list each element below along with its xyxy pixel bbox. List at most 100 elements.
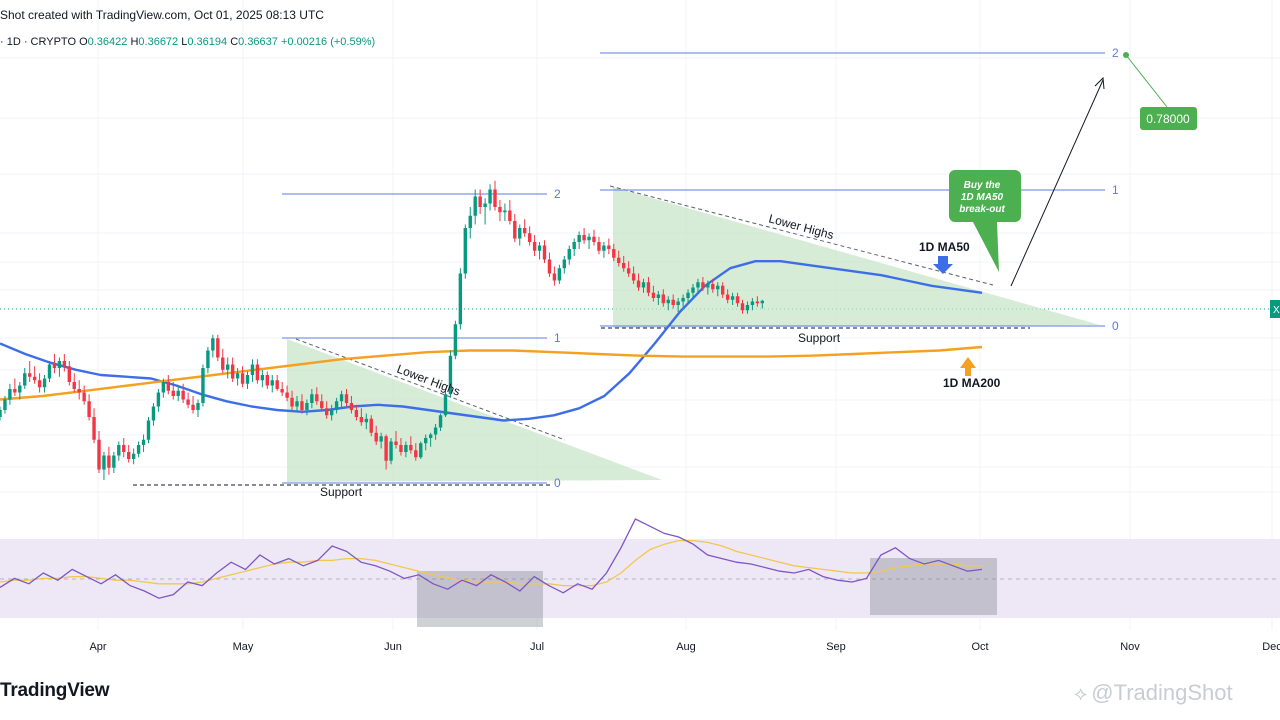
candle-99 bbox=[488, 184, 492, 211]
candle-38 bbox=[186, 392, 190, 409]
lower-highs-line-1 bbox=[295, 338, 566, 441]
candle-54 bbox=[265, 371, 269, 389]
x-axis-label-4: Aug bbox=[676, 641, 696, 653]
candle-body-83 bbox=[409, 445, 413, 451]
change-value: +0.00216 (+0.59%) bbox=[280, 36, 376, 48]
candle-12 bbox=[57, 357, 62, 377]
candle-145 bbox=[716, 282, 720, 297]
candle-46 bbox=[226, 357, 230, 379]
candle-105 bbox=[518, 224, 522, 246]
ma200-label: 1D MA200 bbox=[943, 376, 1001, 390]
candle-body-3 bbox=[13, 389, 17, 393]
candle-body-114 bbox=[562, 259, 566, 269]
candle-136 bbox=[671, 294, 675, 309]
candle-77 bbox=[379, 432, 383, 449]
candle-138 bbox=[681, 294, 685, 307]
candle-79 bbox=[389, 438, 393, 465]
candle-154 bbox=[760, 299, 764, 309]
candle-150 bbox=[740, 299, 745, 314]
candle-body-112 bbox=[552, 273, 557, 281]
candle-68 bbox=[334, 397, 339, 414]
candle-body-38 bbox=[186, 399, 190, 405]
candle-body-66 bbox=[325, 408, 329, 416]
candle-body-120 bbox=[592, 236, 596, 242]
candle-body-36 bbox=[176, 390, 180, 396]
candle-body-48 bbox=[235, 373, 240, 379]
candle-121 bbox=[597, 236, 601, 255]
candle-66 bbox=[325, 401, 329, 419]
x-axis-label-2: Jun bbox=[384, 641, 402, 653]
snapshot-header: Shot created with TradingView.com, Oct 0… bbox=[0, 8, 324, 22]
candle-26 bbox=[127, 445, 131, 463]
tradingview-logo[interactable]: TradingView bbox=[0, 680, 110, 701]
support-label-1: Support bbox=[320, 485, 363, 499]
candle-75 bbox=[369, 415, 373, 437]
candle-body-20 bbox=[97, 439, 101, 470]
candle-body-61 bbox=[300, 401, 304, 410]
candle-108 bbox=[532, 235, 537, 256]
candle-body-129 bbox=[636, 280, 641, 288]
candle-70 bbox=[344, 389, 349, 407]
candle-body-29 bbox=[141, 439, 146, 445]
candle-body-147 bbox=[725, 294, 730, 300]
candle-124 bbox=[612, 243, 616, 262]
candle-body-63 bbox=[310, 394, 314, 403]
candle-33 bbox=[161, 378, 166, 398]
candle-78 bbox=[384, 434, 388, 470]
candle-body-146 bbox=[721, 285, 725, 295]
candle-body-19 bbox=[92, 417, 96, 440]
price-marker-label: X bbox=[1273, 305, 1280, 316]
low-value: 0.36194 bbox=[187, 36, 228, 48]
candle-16 bbox=[77, 380, 81, 400]
candle-15 bbox=[72, 373, 76, 393]
candle-body-127 bbox=[626, 268, 631, 274]
candle-body-9 bbox=[42, 378, 47, 388]
candle-body-50 bbox=[245, 375, 250, 384]
candle-body-68 bbox=[334, 401, 339, 410]
candle-body-137 bbox=[676, 301, 680, 305]
candle-98 bbox=[483, 198, 487, 225]
candle-131 bbox=[646, 277, 651, 297]
candle-body-86 bbox=[424, 438, 428, 444]
candle-18 bbox=[87, 394, 91, 421]
candle-91 bbox=[448, 350, 453, 398]
candle-body-82 bbox=[404, 445, 408, 452]
candle-10 bbox=[47, 361, 52, 382]
x-axis-label-0: Apr bbox=[89, 641, 106, 653]
candle-122 bbox=[602, 242, 606, 258]
candle-34 bbox=[166, 375, 170, 395]
candle-144 bbox=[711, 278, 715, 293]
candle-135 bbox=[666, 296, 670, 311]
watermark-text: @TradingShot bbox=[1091, 680, 1233, 705]
candle-9 bbox=[42, 375, 47, 393]
callout-line-3: break-out bbox=[959, 204, 1005, 215]
candle-13 bbox=[62, 354, 67, 372]
candle-93 bbox=[458, 268, 463, 330]
candle-134 bbox=[661, 289, 665, 307]
candle-body-149 bbox=[735, 296, 740, 304]
candle-20 bbox=[97, 431, 101, 473]
open-value: 0.36422 bbox=[87, 36, 128, 48]
candle-body-22 bbox=[107, 455, 111, 468]
candle-body-70 bbox=[344, 394, 349, 403]
candle-body-81 bbox=[399, 445, 403, 452]
candle-body-152 bbox=[750, 301, 755, 305]
candle-body-139 bbox=[686, 292, 690, 298]
candle-body-31 bbox=[151, 406, 156, 421]
candle-127 bbox=[626, 261, 631, 277]
candle-body-24 bbox=[117, 445, 121, 456]
candle-body-97 bbox=[478, 196, 482, 207]
ma50-label: 1D MA50 bbox=[919, 240, 970, 254]
candle-151 bbox=[745, 301, 750, 314]
candle-147 bbox=[725, 289, 730, 304]
projection-arrow-line bbox=[1010, 79, 1104, 287]
candle-84 bbox=[414, 443, 418, 461]
candle-8 bbox=[37, 373, 42, 393]
candle-body-140 bbox=[691, 287, 695, 293]
candle-body-119 bbox=[587, 236, 591, 241]
candle-body-94 bbox=[463, 228, 467, 274]
candle-body-71 bbox=[349, 403, 354, 410]
fib2-label-0: 0 bbox=[1112, 319, 1119, 333]
candle-41 bbox=[201, 364, 205, 407]
